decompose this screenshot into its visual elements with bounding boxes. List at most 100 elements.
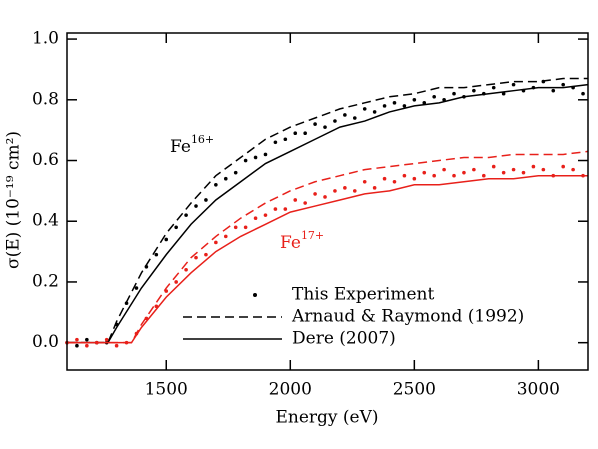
data-point xyxy=(184,213,188,217)
data-point xyxy=(333,189,337,193)
data-point xyxy=(343,186,347,190)
data-point xyxy=(422,101,427,105)
annotation-sup: 16+ xyxy=(191,133,214,146)
data-point xyxy=(422,170,427,175)
data-point xyxy=(233,225,238,230)
data-point xyxy=(194,255,198,260)
data-point xyxy=(521,170,526,175)
data-point xyxy=(323,125,327,129)
data-point xyxy=(303,201,307,205)
data-point xyxy=(392,101,397,105)
data-point xyxy=(432,94,436,99)
data-point xyxy=(452,91,456,96)
annotation: Fe17+ xyxy=(280,229,324,253)
data-point xyxy=(85,343,89,348)
data-point xyxy=(75,337,79,342)
data-point xyxy=(412,97,417,102)
data-point xyxy=(412,176,417,181)
data-point xyxy=(283,207,288,211)
data-point xyxy=(333,119,337,123)
data-point xyxy=(273,140,278,145)
x-tick-label: 3000 xyxy=(517,380,560,400)
data-point xyxy=(392,179,397,184)
data-point xyxy=(511,82,516,87)
data-point xyxy=(323,195,327,199)
data-point xyxy=(233,170,238,175)
y-tick-label: 0.4 xyxy=(32,211,59,231)
data-point xyxy=(462,170,466,175)
data-point xyxy=(313,192,317,196)
data-point xyxy=(581,91,585,96)
data-point xyxy=(253,216,258,220)
x-axis-label: Energy (eV) xyxy=(275,408,378,428)
data-point xyxy=(293,198,298,202)
data-point xyxy=(472,167,476,172)
data-point xyxy=(382,104,387,108)
line xyxy=(67,83,589,344)
legend-label: Dere (2007) xyxy=(292,329,396,349)
data-point xyxy=(204,198,208,202)
x-tick-label: 2500 xyxy=(393,380,436,400)
data-point xyxy=(482,173,486,178)
data-point xyxy=(214,240,218,245)
data-point xyxy=(104,337,109,342)
data-point xyxy=(243,158,248,163)
data-point xyxy=(362,179,367,184)
data-point xyxy=(194,204,198,208)
data-point xyxy=(243,225,248,230)
y-tick-label: 0.8 xyxy=(32,89,59,109)
annotation-text: Fe xyxy=(170,137,191,157)
y-tick-label: 0.2 xyxy=(32,271,59,291)
data-point xyxy=(214,183,218,187)
data-point xyxy=(491,85,496,90)
data-point xyxy=(134,286,139,290)
data-point xyxy=(223,234,228,239)
data-point xyxy=(283,137,288,142)
data-point xyxy=(223,176,228,181)
data-point xyxy=(154,252,159,257)
data-point xyxy=(263,213,268,217)
annotation: Fe16+ xyxy=(170,133,214,157)
data-point xyxy=(501,170,506,175)
line xyxy=(67,77,588,344)
data-point xyxy=(164,237,169,242)
data-point xyxy=(114,343,119,348)
data-point xyxy=(174,280,178,284)
data-point xyxy=(511,167,516,172)
x-tick-label: 2000 xyxy=(269,380,312,400)
y-tick-label: 0.0 xyxy=(32,332,59,352)
data-point xyxy=(184,268,188,272)
line xyxy=(67,150,589,344)
y-tick-label: 0.6 xyxy=(32,150,59,170)
data-point xyxy=(273,207,278,211)
data-point xyxy=(442,167,446,172)
y-tick-label: 1.0 xyxy=(32,29,59,49)
data-point xyxy=(531,164,536,169)
data-point xyxy=(204,252,208,257)
data-point xyxy=(491,164,496,169)
data-point xyxy=(571,167,575,172)
data-point xyxy=(253,155,258,160)
data-point xyxy=(313,122,317,126)
data-point xyxy=(303,131,307,135)
data-point xyxy=(402,104,407,108)
data-point xyxy=(372,186,377,190)
legend-label: This Experiment xyxy=(292,285,434,305)
data-point xyxy=(75,343,79,348)
data-point xyxy=(372,110,377,114)
data-point xyxy=(501,91,506,96)
data-point xyxy=(85,337,89,342)
x-tick-label: 1500 xyxy=(145,380,188,400)
data-point xyxy=(472,88,476,93)
data-point xyxy=(293,131,298,135)
data-point xyxy=(402,173,407,178)
legend-symbol xyxy=(253,293,257,297)
annotation-sup: 17+ xyxy=(301,229,324,242)
data-point xyxy=(561,164,565,169)
data-point xyxy=(343,113,347,117)
data-point xyxy=(174,225,178,230)
data-point xyxy=(551,88,556,93)
annotation-text: Fe xyxy=(280,233,301,253)
data-point xyxy=(452,173,456,178)
